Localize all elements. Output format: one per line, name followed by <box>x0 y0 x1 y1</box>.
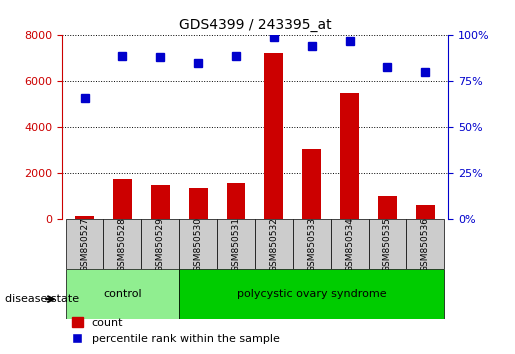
Text: GSM850536: GSM850536 <box>421 217 430 272</box>
Bar <box>75 216 94 219</box>
Bar <box>188 188 208 219</box>
Text: GSM850532: GSM850532 <box>269 217 279 272</box>
Bar <box>264 53 283 219</box>
Text: GSM850528: GSM850528 <box>118 217 127 272</box>
Bar <box>416 205 435 219</box>
FancyBboxPatch shape <box>331 219 369 269</box>
Bar <box>113 179 132 219</box>
Text: GSM850530: GSM850530 <box>194 217 202 272</box>
Text: GSM850531: GSM850531 <box>231 217 241 272</box>
Text: GSM850529: GSM850529 <box>156 217 165 272</box>
Legend: count, percentile rank within the sample: count, percentile rank within the sample <box>67 313 284 348</box>
Text: disease state: disease state <box>5 294 79 304</box>
Bar <box>340 93 359 219</box>
FancyBboxPatch shape <box>369 219 406 269</box>
Bar <box>151 185 170 219</box>
FancyBboxPatch shape <box>179 219 217 269</box>
FancyBboxPatch shape <box>293 219 331 269</box>
Bar <box>378 196 397 219</box>
FancyBboxPatch shape <box>104 219 141 269</box>
Text: GSM850535: GSM850535 <box>383 217 392 272</box>
FancyBboxPatch shape <box>65 219 104 269</box>
FancyBboxPatch shape <box>141 219 179 269</box>
Title: GDS4399 / 243395_at: GDS4399 / 243395_at <box>179 18 331 32</box>
Bar <box>302 149 321 219</box>
FancyBboxPatch shape <box>217 219 255 269</box>
FancyBboxPatch shape <box>179 269 444 319</box>
FancyBboxPatch shape <box>406 219 444 269</box>
FancyBboxPatch shape <box>255 219 293 269</box>
Text: control: control <box>103 289 142 299</box>
Text: GSM850527: GSM850527 <box>80 217 89 272</box>
Bar <box>227 183 246 219</box>
Text: GSM850534: GSM850534 <box>345 217 354 272</box>
FancyBboxPatch shape <box>65 269 179 319</box>
Text: GSM850533: GSM850533 <box>307 217 316 272</box>
Text: polycystic ovary syndrome: polycystic ovary syndrome <box>237 289 387 299</box>
